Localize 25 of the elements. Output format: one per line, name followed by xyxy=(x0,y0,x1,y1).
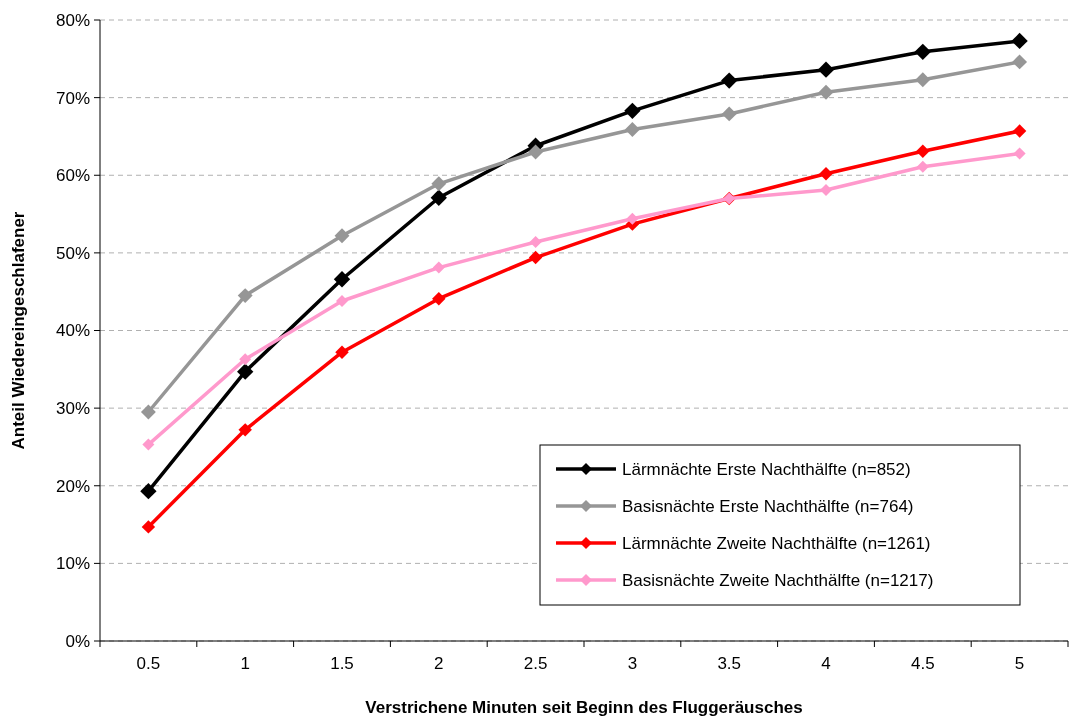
x-tick-label: 3 xyxy=(627,654,638,673)
legend-label: Lärmnächte Zweite Nachthälfte (n=1261) xyxy=(622,533,931,553)
legend-label: Basisnächte Erste Nachthälfte (n=764) xyxy=(622,496,914,516)
legend-label: Basisnächte Zweite Nachthälfte (n=1217) xyxy=(622,570,934,590)
x-tick-label: 1.5 xyxy=(330,654,354,673)
y-tick-label: 0% xyxy=(65,631,90,651)
y-tick-label: 30% xyxy=(55,399,90,419)
y-tick-label: 80% xyxy=(55,10,90,30)
x-axis-title: Verstrichene Minuten seit Beginn des Fluggeräusches xyxy=(365,698,803,717)
y-tick-label: 10% xyxy=(55,554,90,574)
x-tick-label: 5 xyxy=(1014,654,1025,673)
y-tick-label: 70% xyxy=(55,88,90,108)
x-tick-label: 2 xyxy=(434,654,444,673)
y-axis-title: Anteil Wiedereingeschlafener xyxy=(9,211,28,450)
x-tick-label: 0.5 xyxy=(136,654,161,673)
legend-label: Lärmnächte Erste Nachthälfte (n=852) xyxy=(622,459,911,479)
y-tick-label: 40% xyxy=(55,321,90,341)
x-tick-label: 4.5 xyxy=(910,654,935,673)
x-tick-label: 1 xyxy=(240,654,250,673)
y-tick-label: 60% xyxy=(55,166,90,186)
y-tick-label: 20% xyxy=(55,476,90,496)
x-tick-label: 3.5 xyxy=(717,654,742,673)
x-tick-label: 2.5 xyxy=(523,654,548,673)
x-tick-label: 4 xyxy=(821,654,831,673)
y-tick-label: 50% xyxy=(55,243,90,263)
